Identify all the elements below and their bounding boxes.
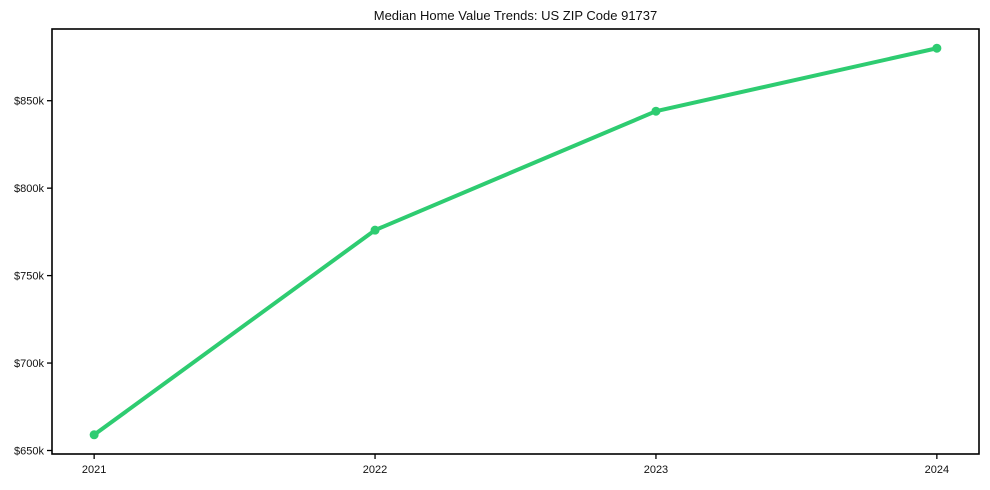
x-axis-tick-label: 2023: [644, 464, 668, 476]
x-axis-tick-label: 2022: [363, 464, 387, 476]
data-point-marker: [932, 43, 942, 53]
x-axis-tick-label: 2021: [82, 464, 106, 476]
data-point-marker: [651, 106, 661, 116]
y-axis-tick-label: $800k: [14, 183, 44, 195]
data-point-marker: [370, 225, 380, 235]
y-axis-tick-label: $850k: [14, 96, 44, 108]
trend-line: [92, 46, 939, 437]
x-axis-tick-label: 2024: [925, 464, 949, 476]
plot-border: [51, 28, 980, 455]
data-point-marker: [89, 430, 99, 440]
y-axis-tick-label: $650k: [14, 446, 44, 458]
y-axis-tick-label: $750k: [14, 271, 44, 283]
chart-title: Median Home Value Trends: US ZIP Code 91…: [373, 8, 658, 23]
y-axis-tick-label: $700k: [14, 358, 44, 370]
